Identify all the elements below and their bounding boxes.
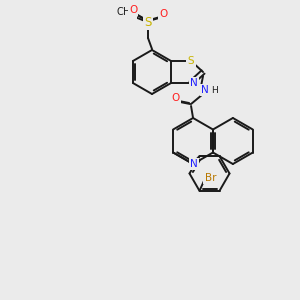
Text: N: N bbox=[201, 85, 209, 95]
Text: O: O bbox=[159, 9, 167, 19]
Text: S: S bbox=[144, 16, 152, 28]
Text: H: H bbox=[211, 85, 218, 94]
Text: N: N bbox=[190, 159, 198, 169]
Text: O: O bbox=[171, 93, 179, 103]
Text: S: S bbox=[188, 56, 194, 66]
Text: CH$_3$: CH$_3$ bbox=[116, 5, 136, 19]
Text: N: N bbox=[190, 78, 198, 88]
Text: O: O bbox=[129, 5, 137, 15]
Text: Br: Br bbox=[205, 173, 216, 183]
